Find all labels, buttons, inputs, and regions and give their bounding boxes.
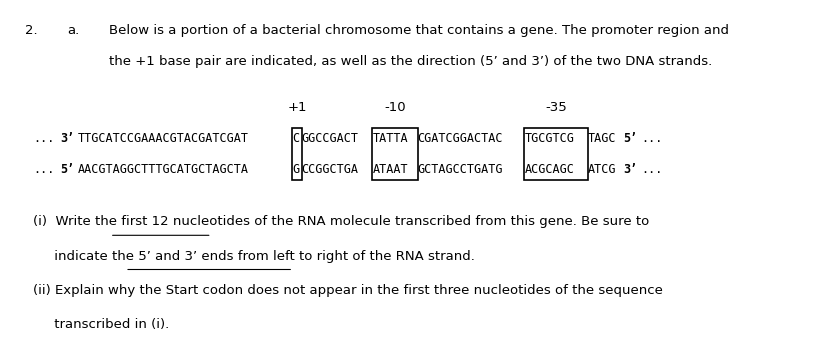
Text: CCGGCTGA: CCGGCTGA [302,163,359,176]
Text: Below is a portion of a bacterial chromosome that contains a gene. The promoter : Below is a portion of a bacterial chromo… [109,24,729,37]
Text: TAGC: TAGC [587,132,616,145]
Bar [291,128,302,180]
Text: CGATCGGACTAC: CGATCGGACTAC [417,132,503,145]
Text: 5’: 5’ [623,132,638,145]
Text: (ii) Explain why the Start codon does not appear in the first three nucleotides : (ii) Explain why the Start codon does no… [34,284,664,297]
Text: TGCGTCG: TGCGTCG [525,132,575,145]
Text: -10: -10 [385,101,406,114]
Text: 3’: 3’ [60,132,75,145]
Text: ...: ... [641,163,663,176]
Text: TATTA: TATTA [373,132,408,145]
Text: 3’: 3’ [623,163,638,176]
Text: ...: ... [34,163,55,176]
Text: GGCCGACT: GGCCGACT [302,132,359,145]
Text: -35: -35 [545,101,567,114]
Text: indicate the 5’ and 3’ ends from left to right of the RNA strand.: indicate the 5’ and 3’ ends from left to… [34,250,475,263]
Text: ...: ... [34,132,55,145]
Text: ACGCAGC: ACGCAGC [525,163,575,176]
Text: G: G [292,163,300,176]
Text: 5’: 5’ [60,163,75,176]
Text: AACGTAGGCTTTGCATGCTAGCTA: AACGTAGGCTTTGCATGCTAGCTA [78,163,249,176]
Text: ...: ... [641,132,663,145]
Text: (i)  Write the first 12 nucleotides of the RNA molecule transcribed from this ge: (i) Write the first 12 nucleotides of th… [34,215,649,228]
Text: the +1 base pair are indicated, as well as the direction (5’ and 3’) of the two : the +1 base pair are indicated, as well … [109,55,712,68]
Text: GCTAGCCTGATG: GCTAGCCTGATG [417,163,503,176]
Text: a.: a. [67,24,80,37]
Text: ATAAT: ATAAT [373,163,408,176]
Text: TTGCATCCGAAACGTACGATCGAT: TTGCATCCGAAACGTACGATCGAT [78,132,249,145]
Bar [524,128,588,180]
Bar [372,128,418,180]
Text: C: C [292,132,300,145]
Text: +1: +1 [287,101,307,114]
Text: ATCG: ATCG [587,163,616,176]
Text: transcribed in (i).: transcribed in (i). [34,318,170,331]
Text: 2.: 2. [25,24,38,37]
